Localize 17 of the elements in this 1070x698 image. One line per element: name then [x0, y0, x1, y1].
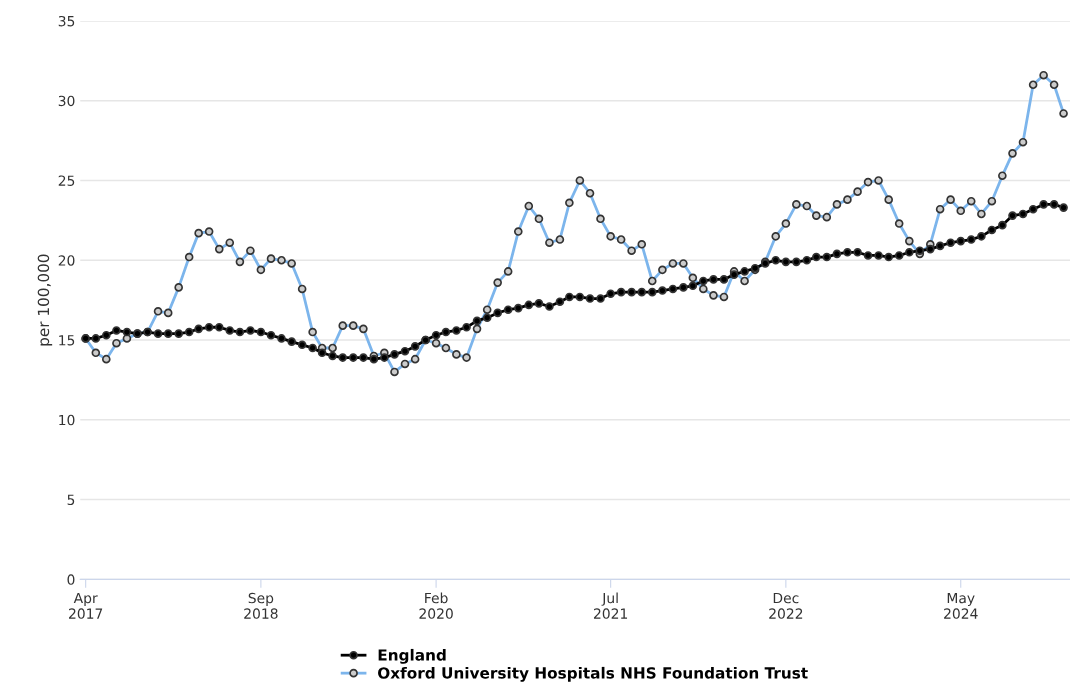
y-axis-title: per 100,000	[37, 254, 53, 346]
x-tick-label: Sep 2018	[244, 592, 278, 619]
y-tick-label: 35	[58, 15, 75, 27]
legend-label: Oxford University Hospitals NHS Foundation Trust	[378, 666, 808, 682]
y-tick-label: 20	[58, 255, 75, 266]
y-tick-label: 10	[59, 414, 75, 426]
x-tick-label: Dec 2022	[769, 592, 803, 619]
y-tick-label: 0	[67, 574, 75, 585]
x-tick-label: Jul 2021	[593, 592, 628, 619]
y-tick-label: 15	[59, 335, 75, 346]
x-tick-label: May 2024	[944, 592, 978, 619]
y-tick-label: 30	[58, 95, 75, 107]
x-tick-label: Apr 2017	[69, 592, 103, 619]
legend-label: England	[378, 648, 446, 664]
x-tick-label: Feb 2020	[419, 592, 453, 619]
y-tick-label: 25	[58, 175, 75, 186]
y-tick-label: 5	[67, 494, 75, 506]
